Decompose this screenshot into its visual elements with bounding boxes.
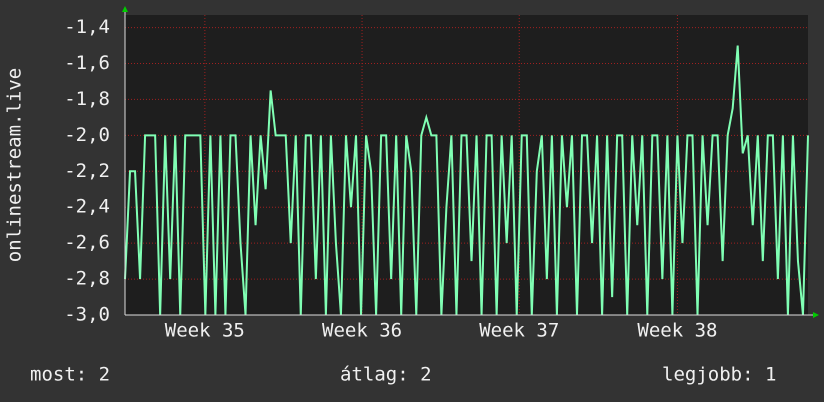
y-tick-label: -3,0 — [64, 304, 110, 326]
x-tick-label: Week 37 — [479, 320, 559, 342]
y-tick-label: -1,4 — [64, 16, 110, 38]
y-tick-label: -2,6 — [64, 232, 110, 254]
legend-item: átlag: 2 — [340, 364, 432, 386]
y-tick-label: -2,4 — [64, 196, 110, 218]
x-tick-label: Week 38 — [637, 320, 717, 342]
legend-item: most: 2 — [30, 364, 110, 386]
x-tick-label: Week 35 — [165, 320, 245, 342]
x-tick-label: Week 36 — [322, 320, 402, 342]
y-arrow — [122, 6, 128, 12]
marks — [124, 15, 809, 316]
y-tick-label: -1,8 — [64, 88, 110, 110]
legend-item: legjobb: 1 — [662, 364, 776, 386]
data-line — [124, 45, 809, 316]
y-tick-label: -2,2 — [64, 160, 110, 182]
x-arrow — [813, 312, 819, 318]
y-tick-label: -2,8 — [64, 268, 110, 290]
y-tick-label: -1,6 — [64, 52, 110, 74]
y-axis-label: onlinestream.live — [4, 68, 26, 262]
y-tick-label: -2,0 — [64, 124, 110, 146]
